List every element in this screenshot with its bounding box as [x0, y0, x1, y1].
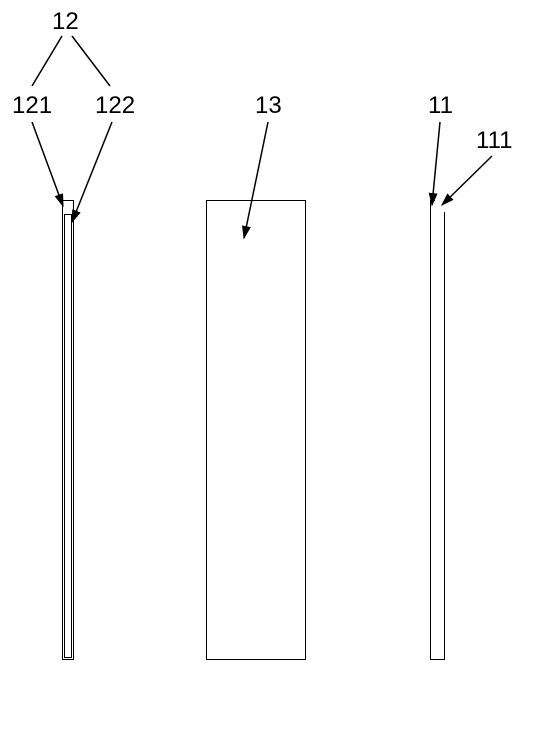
leader-121-to-shape	[32, 122, 63, 206]
label-121: 121	[12, 92, 52, 120]
label-11: 11	[428, 92, 453, 120]
leader-122-to-shape	[72, 122, 112, 222]
leader-111-to-shape	[442, 156, 492, 205]
label-111: 111	[476, 127, 512, 155]
shape-center	[206, 200, 306, 660]
shape-right-outer	[430, 200, 445, 660]
label-12: 12	[52, 8, 79, 36]
label-122: 122	[95, 92, 135, 120]
label-13: 13	[255, 92, 282, 120]
leader-12-to-121	[32, 36, 62, 86]
shape-right-inner	[435, 200, 445, 212]
leader-11-to-shape	[432, 122, 440, 205]
leader-12-to-122	[72, 36, 110, 86]
shape-left-inner	[64, 214, 72, 658]
